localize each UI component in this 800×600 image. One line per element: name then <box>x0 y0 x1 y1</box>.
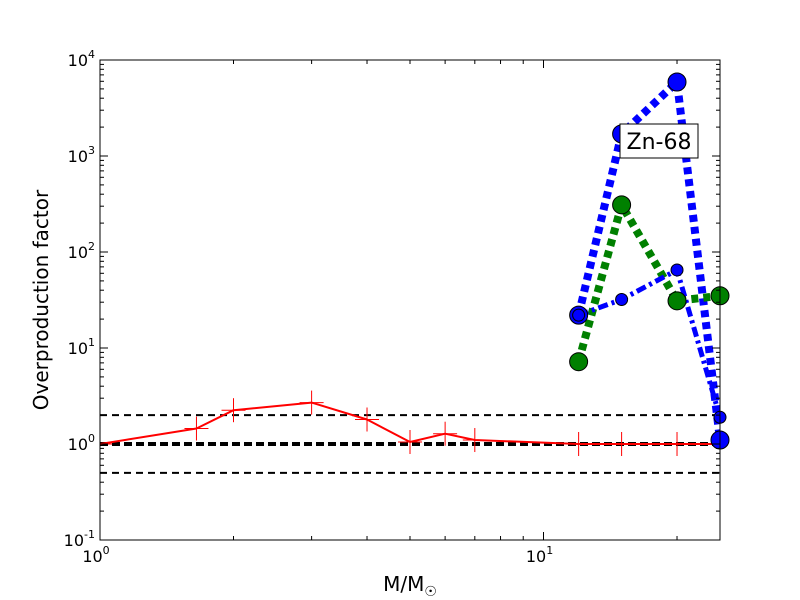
series-2-marker-2 <box>667 291 687 311</box>
series-line-2 <box>574 200 720 363</box>
y-tick-label-5: 104 <box>68 48 95 70</box>
series-2-marker-1 <box>612 195 632 215</box>
series-0-marker-1 <box>184 416 209 441</box>
x-axis-label-main: M/M <box>383 572 424 596</box>
x-axis-label: M/M☉ <box>383 572 437 600</box>
series-line-3 <box>577 267 720 418</box>
series-0-marker-7 <box>462 428 487 453</box>
series-0-marker-9 <box>609 432 634 456</box>
y-tick-label-1: 100 <box>68 432 95 454</box>
series-1-marker-2 <box>667 72 687 92</box>
series-0-marker-6 <box>433 421 458 446</box>
series-3-marker-1 <box>615 293 629 307</box>
series-0-marker-2 <box>221 398 246 423</box>
y-tick-label-2: 101 <box>68 336 95 358</box>
y-axis-label: Overproduction factor <box>29 189 53 410</box>
series-0-marker-3 <box>299 390 324 415</box>
series-0-marker-8 <box>566 432 591 456</box>
series-0-marker-5 <box>398 429 422 454</box>
annotation-label: Zn-68 <box>627 130 692 155</box>
series-2-marker-0 <box>569 352 589 372</box>
y-tick-label-4: 103 <box>68 144 95 166</box>
y-tick-label-3: 102 <box>68 240 95 262</box>
x-tick-label-1: 101 <box>526 544 553 566</box>
series-0-marker-10 <box>665 432 690 456</box>
x-tick-label-0: 100 <box>82 544 109 566</box>
y-tick-label-0: 10-1 <box>64 528 95 550</box>
series-0-marker-4 <box>355 407 380 432</box>
series-3-marker-2 <box>670 263 684 277</box>
annotation-box: Zn-68 <box>619 123 699 159</box>
series-3-marker-0 <box>572 308 586 322</box>
x-axis-label-sun-symbol: ☉ <box>424 584 437 600</box>
marker-layer <box>569 72 730 450</box>
